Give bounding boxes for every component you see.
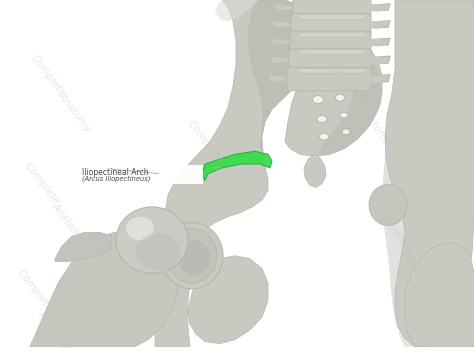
Polygon shape xyxy=(274,4,295,10)
Text: Anatomy: Anatomy xyxy=(356,103,393,147)
Polygon shape xyxy=(369,38,390,45)
Polygon shape xyxy=(368,39,380,46)
Ellipse shape xyxy=(178,240,210,275)
Ellipse shape xyxy=(167,228,217,283)
Polygon shape xyxy=(405,242,474,346)
FancyBboxPatch shape xyxy=(299,68,366,73)
Text: Anatomy: Anatomy xyxy=(36,308,73,351)
FancyBboxPatch shape xyxy=(291,13,371,36)
Text: Anatomy: Anatomy xyxy=(210,162,246,205)
Polygon shape xyxy=(188,256,268,344)
Polygon shape xyxy=(271,38,292,45)
Text: Complete: Complete xyxy=(23,161,61,206)
Text: Iliopectineal Arch: Iliopectineal Arch xyxy=(82,168,149,177)
Polygon shape xyxy=(369,21,390,27)
Text: Anatomy: Anatomy xyxy=(400,250,437,293)
Polygon shape xyxy=(215,0,258,21)
Ellipse shape xyxy=(330,74,340,82)
Ellipse shape xyxy=(136,233,181,271)
Text: Complete: Complete xyxy=(328,63,367,109)
Ellipse shape xyxy=(317,116,327,122)
FancyBboxPatch shape xyxy=(299,50,366,55)
Ellipse shape xyxy=(336,94,345,101)
Polygon shape xyxy=(369,75,390,82)
Polygon shape xyxy=(155,0,313,346)
Polygon shape xyxy=(368,57,380,64)
Ellipse shape xyxy=(312,95,323,103)
Ellipse shape xyxy=(319,133,328,140)
Polygon shape xyxy=(202,151,272,181)
Ellipse shape xyxy=(342,129,350,135)
FancyBboxPatch shape xyxy=(299,32,366,37)
FancyBboxPatch shape xyxy=(287,67,371,91)
Polygon shape xyxy=(55,232,112,262)
Text: Complete: Complete xyxy=(16,268,55,314)
Text: Anatomy: Anatomy xyxy=(280,25,316,69)
Ellipse shape xyxy=(340,112,348,118)
Ellipse shape xyxy=(369,185,407,225)
FancyBboxPatch shape xyxy=(293,0,371,18)
FancyBboxPatch shape xyxy=(299,15,366,20)
Polygon shape xyxy=(270,56,291,63)
Text: (Arcus Iliopectineus): (Arcus Iliopectineus) xyxy=(82,176,150,182)
Text: Complete: Complete xyxy=(186,119,224,164)
Ellipse shape xyxy=(126,217,154,240)
Text: Complete: Complete xyxy=(28,53,67,99)
FancyBboxPatch shape xyxy=(290,31,371,54)
FancyBboxPatch shape xyxy=(289,49,371,72)
Polygon shape xyxy=(30,232,178,346)
FancyBboxPatch shape xyxy=(159,165,203,185)
Polygon shape xyxy=(368,5,380,11)
Ellipse shape xyxy=(306,74,318,82)
Polygon shape xyxy=(369,56,390,63)
Polygon shape xyxy=(369,4,390,10)
Polygon shape xyxy=(368,22,380,28)
Polygon shape xyxy=(285,39,382,156)
Polygon shape xyxy=(268,75,289,82)
Polygon shape xyxy=(382,137,415,346)
Text: Complete: Complete xyxy=(375,209,414,255)
Polygon shape xyxy=(304,154,326,187)
Polygon shape xyxy=(248,0,313,185)
Polygon shape xyxy=(272,21,293,27)
Polygon shape xyxy=(385,0,474,346)
Text: Anatomy: Anatomy xyxy=(50,201,86,244)
Ellipse shape xyxy=(161,223,223,289)
Ellipse shape xyxy=(116,207,188,273)
Text: Anatomy: Anatomy xyxy=(56,91,93,134)
Polygon shape xyxy=(368,76,380,83)
Polygon shape xyxy=(318,39,382,154)
